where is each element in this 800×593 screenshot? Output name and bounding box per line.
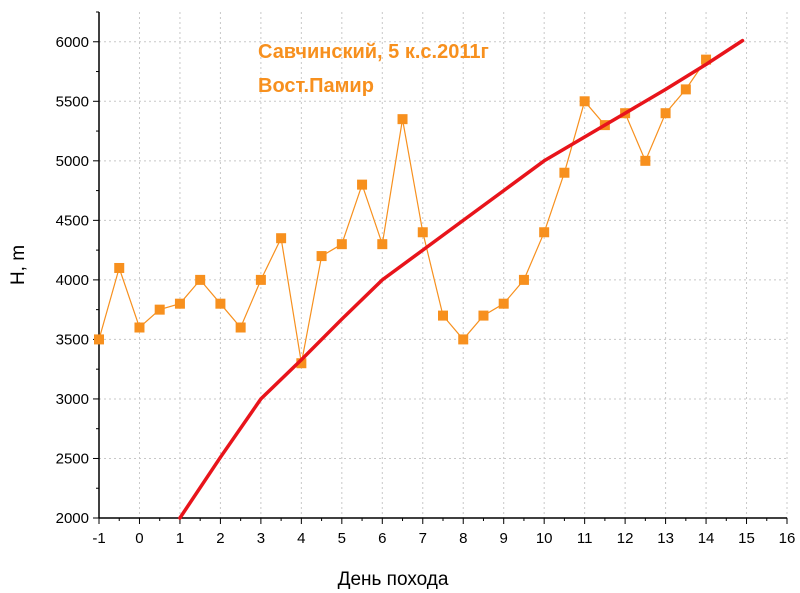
data-point [296, 358, 307, 369]
data-point [357, 179, 368, 190]
y-tick-label: 3500 [56, 331, 89, 348]
data-point [417, 227, 428, 238]
data-point [154, 304, 165, 315]
data-point [134, 322, 145, 333]
data-point [458, 334, 469, 345]
y-tick-label: 5000 [56, 153, 89, 170]
x-tick-label: 10 [536, 530, 553, 547]
data-point [255, 274, 266, 285]
data-point [215, 298, 226, 309]
y-tick-label: 4000 [56, 272, 89, 289]
data-point [518, 274, 529, 285]
data-point [114, 262, 125, 273]
data-point [478, 310, 489, 321]
y-axis-label: H, m [8, 245, 29, 285]
x-tick-label: 13 [657, 530, 674, 547]
y-tick-label: 4500 [56, 212, 89, 229]
y-axis-ticks: 2000 2500 3000 3500 4000 4500 5000 5500 6000 [56, 11, 99, 527]
x-tick-label: -1 [92, 530, 105, 547]
x-tick-label: 15 [738, 530, 755, 547]
data-point [377, 239, 388, 250]
x-tick-label: 7 [419, 530, 427, 547]
x-tick-label: 1 [176, 530, 184, 547]
x-tick-label: 11 [577, 530, 593, 547]
y-tick-label: 3000 [56, 391, 89, 408]
data-point [195, 274, 206, 285]
y-tick-label: 2500 [56, 450, 89, 467]
x-tick-label: 12 [617, 530, 634, 547]
data-point [276, 233, 287, 244]
x-tick-label: 14 [698, 530, 715, 547]
y-tick-label: 2000 [56, 510, 89, 527]
y-tick-label: 6000 [56, 34, 89, 51]
x-tick-label: 2 [216, 530, 224, 547]
data-point [559, 167, 570, 178]
x-tick-label: 16 [779, 530, 796, 547]
x-tick-label: 4 [297, 530, 305, 547]
data-point [174, 298, 185, 309]
x-tick-label: 8 [459, 530, 467, 547]
annotation-title: Савчинский, 5 к.с.2011г [258, 41, 489, 63]
y-tick-label: 5500 [56, 93, 89, 110]
x-tick-label: 9 [500, 530, 508, 547]
x-tick-label: 0 [135, 530, 143, 547]
data-point [438, 310, 448, 321]
data-point [94, 334, 104, 345]
x-tick-label: 6 [378, 530, 386, 547]
series-marker-line [98, 59, 707, 364]
series-layer [94, 38, 745, 520]
data-point [579, 96, 590, 107]
data-point [498, 298, 509, 309]
x-tick-label: 5 [338, 530, 346, 547]
series-curve-line [178, 38, 745, 520]
data-point [660, 108, 671, 119]
data-point [336, 239, 347, 250]
x-tick-label: 3 [257, 530, 265, 547]
x-axis-ticks: -1 0 1 2 3 4 5 6 7 8 9 10 11 12 13 14 15 16 [92, 518, 795, 547]
data-point [680, 84, 691, 95]
data-point [640, 155, 651, 166]
grid [98, 12, 788, 519]
data-point [701, 54, 712, 65]
annotation-subtitle: Вост.Памир [258, 75, 374, 97]
data-point [539, 227, 550, 238]
x-axis-label: День похода [338, 569, 449, 590]
data-point [397, 114, 408, 125]
data-point [316, 251, 327, 262]
data-point [235, 322, 246, 333]
